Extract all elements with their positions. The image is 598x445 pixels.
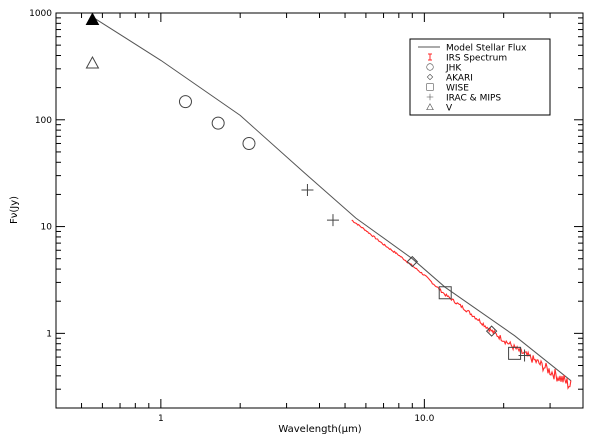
legend-symbol-shape	[426, 93, 434, 101]
data-point-diamond	[485, 325, 498, 337]
y-axis-label: Fν(Jy)	[9, 196, 20, 224]
y-tick-label: 1000	[29, 9, 52, 19]
data-point-circle	[178, 95, 192, 109]
legend-label: IRAC & MIPS	[446, 94, 501, 104]
data-point-diamond	[406, 255, 419, 268]
tick-labels: 1 10.0 1 10 100 1000	[29, 9, 435, 424]
legend-symbol-diamond	[426, 73, 434, 81]
data-point-square	[508, 346, 522, 360]
legend-label: IRS Spectrum	[446, 54, 507, 64]
legend-box	[409, 38, 551, 116]
legend-label: JHK	[445, 64, 462, 74]
legend-symbol-shape	[426, 73, 434, 81]
legend-symbol-square	[426, 83, 434, 91]
axis-ticks	[55, 12, 584, 409]
data-point-circle	[242, 136, 256, 150]
legend-label: Model Stellar Flux	[446, 44, 527, 54]
x-tick-label: 10.0	[414, 414, 434, 424]
data-point-plus	[301, 184, 314, 197]
legend-symbol-triangle	[426, 103, 434, 111]
data-point-triangle	[85, 55, 100, 69]
legend-symbol-shape	[426, 83, 434, 91]
legend-symbol-shape	[426, 103, 434, 111]
irs-spectrum-line	[351, 219, 572, 390]
legend-symbol-circle	[426, 63, 434, 71]
x-tick-label: 1	[158, 414, 164, 424]
legend-symbol-plus	[426, 93, 434, 101]
y-tick-label: 1	[46, 329, 52, 339]
legend-symbol-errorbar	[428, 53, 432, 61]
chart-marks	[85, 12, 572, 390]
y-tick-label: 100	[35, 116, 52, 126]
legend-label: WISE	[446, 84, 469, 94]
y-tick-label: 10	[41, 223, 53, 233]
data-point-circle	[211, 116, 225, 130]
data-point-square	[438, 286, 452, 300]
legend-symbol-shape	[426, 63, 434, 71]
data-point-plus	[518, 349, 531, 362]
legend-label: V	[446, 104, 453, 114]
data-point-triangle-filled	[85, 12, 100, 25]
data-point-plus	[326, 214, 339, 227]
x-axis-label: Wavelength(μm)	[278, 424, 361, 435]
legend-label: AKARI	[446, 74, 473, 84]
model-flux-line	[92, 16, 572, 382]
